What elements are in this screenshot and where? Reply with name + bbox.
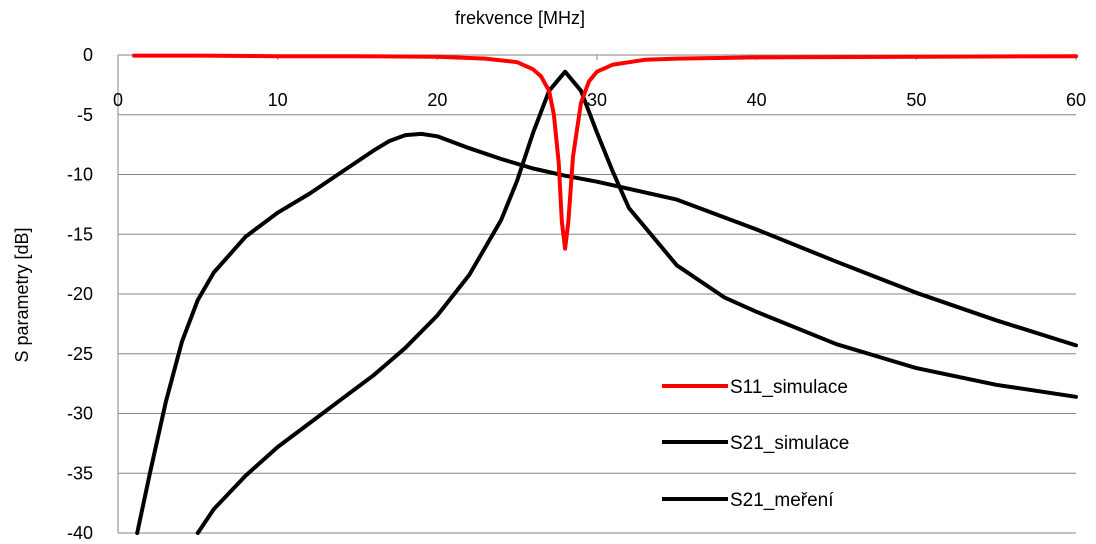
legend-label-1: S21_simulace xyxy=(730,433,849,454)
series-group xyxy=(132,53,1078,535)
y-tick-labels: 0 -5 -10 -15 -20 -25 -30 -35 -40 xyxy=(67,45,93,543)
x-tick-label: 60 xyxy=(1066,90,1086,110)
y-axis-title: S parametry [dB] xyxy=(12,227,32,362)
y-tick-label: -40 xyxy=(67,523,93,543)
y-tick-label: -25 xyxy=(67,344,93,364)
y-tick-label: -5 xyxy=(77,105,93,125)
legend-label-0: S11_simulace xyxy=(730,377,848,398)
legend: S11_simulace S21_simulace S21_meření xyxy=(662,377,849,511)
y-tick-label: -15 xyxy=(67,224,93,244)
y-tick-label: -35 xyxy=(67,463,93,483)
x-tick-label: 30 xyxy=(587,90,607,110)
y-tick-label: 0 xyxy=(83,45,93,65)
y-tick-label: -30 xyxy=(67,404,93,424)
grid xyxy=(117,54,1077,534)
y-tick-label: -20 xyxy=(67,284,93,304)
x-tick-label: 40 xyxy=(747,90,767,110)
x-tick-label: 10 xyxy=(268,90,288,110)
series-line-1 xyxy=(135,131,1078,535)
x-tick-label: 20 xyxy=(427,90,447,110)
y-tick-label: -10 xyxy=(67,165,93,185)
x-tick-label: 0 xyxy=(113,90,123,110)
x-tick-labels: 0 10 20 30 40 50 60 xyxy=(113,90,1086,110)
series-line-0 xyxy=(132,53,1078,251)
x-tick-label: 50 xyxy=(906,90,926,110)
legend-label-2: S21_meření xyxy=(730,490,834,511)
series-line-2 xyxy=(195,69,1078,535)
x-axis-title: frekvence [MHz] xyxy=(455,8,585,28)
